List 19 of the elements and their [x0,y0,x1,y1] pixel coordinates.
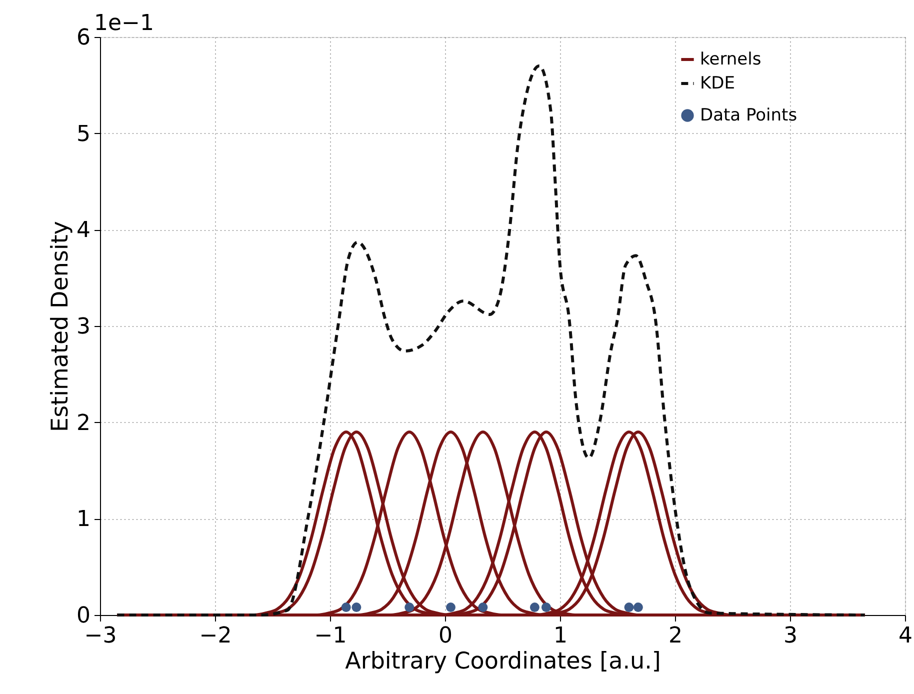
y-tick-label: 3 [76,314,90,340]
y-axis-title: Estimated Density [48,221,74,432]
text: 1e−1 [94,11,154,36]
x-tick-label: 0 [438,624,452,648]
y-tick-label: 6 [76,26,90,50]
x-tick-label: 2 [668,624,682,648]
y-tick-label: 2 [76,410,90,436]
x-tick-label: −1 [314,624,347,648]
legend-label: KDE [700,74,735,94]
x-tick-label: −2 [199,624,232,648]
y-tick-label: 4 [76,218,90,244]
x-tick-label: 4 [898,624,912,648]
y-tick-label: 1 [76,507,90,532]
x-axis-title: Arbitrary Coordinates [a.u.] [345,648,661,674]
legend-label: kernels [700,50,762,70]
y-tick-label: 5 [76,122,90,147]
x-tick-label: 1 [554,624,568,648]
x-tick-label: 3 [784,624,798,648]
legend-label: Data Points [700,106,798,126]
